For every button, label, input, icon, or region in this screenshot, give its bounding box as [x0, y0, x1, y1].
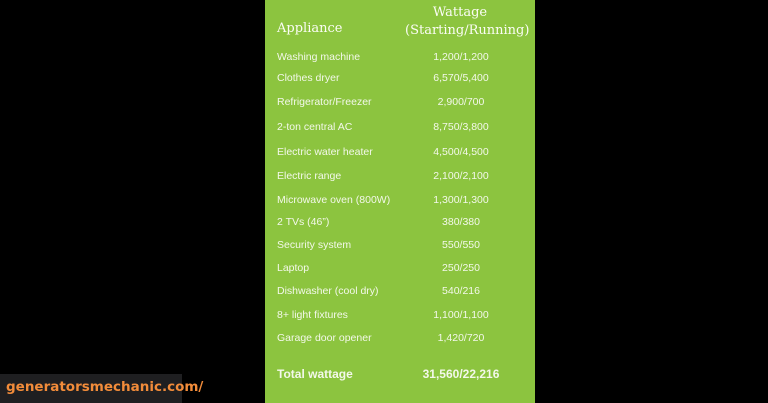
table-row: Washing machine 1,200/1,200 [265, 51, 535, 67]
wattage-cell: 1,420/720 [437, 332, 485, 344]
appliance-cell: Refrigerator/Freezer [277, 96, 372, 108]
wattage-table: Appliance Wattage (Starting/Running) Was… [265, 0, 535, 403]
appliance-cell: Electric water heater [277, 146, 373, 158]
header-wattage-line1: Wattage [432, 5, 488, 20]
wattage-cell: 380/380 [442, 216, 480, 228]
total-label: Total wattage [277, 367, 353, 381]
total-row: Total wattage 31,560/22,216 [265, 367, 535, 383]
table-row: 8+ light fixtures 1,100/1,100 [265, 309, 535, 325]
table-row: Electric range 2,100/2,100 [265, 170, 535, 186]
appliance-cell: 2-ton central AC [277, 121, 353, 133]
table-row: Electric water heater 4,500/4,500 [265, 146, 535, 162]
appliance-cell: Garage door opener [277, 332, 372, 344]
table-row: Garage door opener 1,420/720 [265, 332, 535, 348]
total-value: 31,560/22,216 [422, 367, 500, 381]
watermark-text: generatorsmechanic.com/ [6, 379, 204, 395]
wattage-cell: 540/216 [442, 285, 480, 297]
table-row: Refrigerator/Freezer 2,900/700 [265, 96, 535, 112]
wattage-cell: 4,500/4,500 [433, 146, 489, 158]
wattage-cell: 2,900/700 [437, 96, 485, 108]
header-appliance: Appliance [277, 21, 343, 36]
header-wattage-line2: (Starting/Running) [405, 23, 530, 38]
appliance-cell: Electric range [277, 170, 342, 182]
wattage-cell: 2,100/2,100 [433, 170, 489, 182]
appliance-cell: Clothes dryer [277, 72, 340, 84]
wattage-cell: 1,100/1,100 [433, 309, 489, 321]
appliance-cell: Laptop [277, 262, 310, 274]
table-row: 2 TVs (46”) 380/380 [265, 216, 535, 232]
wattage-cell: 550/550 [442, 239, 480, 251]
wattage-cell: 1,300/1,300 [433, 194, 489, 206]
watermark: generatorsmechanic.com/ [0, 374, 203, 403]
appliance-cell: Security system [277, 239, 352, 251]
table-row: Microwave oven (800W) 1,300/1,300 [265, 194, 535, 210]
wattage-cell: 1,200/1,200 [433, 51, 489, 63]
wattage-cell: 250/250 [442, 262, 480, 274]
table-row: 2-ton central AC 8,750/3,800 [265, 121, 535, 137]
table-row: Dishwasher (cool dry) 540/216 [265, 285, 535, 301]
table-row: Clothes dryer 6,570/5,400 [265, 72, 535, 88]
appliance-cell: Dishwasher (cool dry) [277, 285, 379, 297]
wattage-cell: 8,750/3,800 [433, 121, 489, 133]
appliance-cell: Microwave oven (800W) [277, 194, 391, 206]
header-wattage: Wattage (Starting/Running) [405, 4, 530, 40]
appliance-cell: Washing machine [277, 51, 361, 63]
table-row: Laptop 250/250 [265, 262, 535, 278]
appliance-cell: 8+ light fixtures [277, 309, 348, 321]
appliance-cell: 2 TVs (46”) [277, 216, 330, 228]
table-row: Security system 550/550 [265, 239, 535, 255]
wattage-cell: 6,570/5,400 [433, 72, 489, 84]
